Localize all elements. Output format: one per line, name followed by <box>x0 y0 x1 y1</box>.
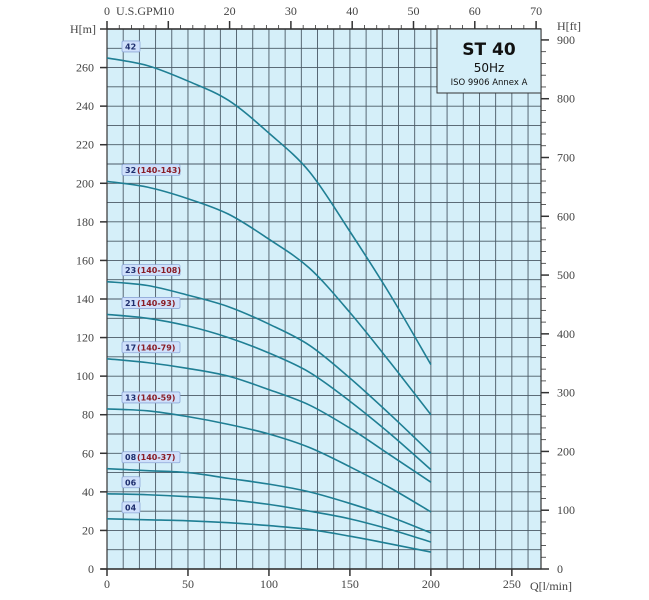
x2-tick-label: 20 <box>224 4 236 18</box>
y-tick-label: 140 <box>76 292 94 306</box>
curve-label-range: (140-59) <box>137 393 175 402</box>
curve-label-06: 06 <box>121 476 141 489</box>
y-tick-label: 180 <box>76 215 94 229</box>
curve-04 <box>106 518 432 553</box>
x2-tick-label: 50 <box>407 4 419 18</box>
y-tick-label: 120 <box>76 331 94 345</box>
curve-label-model: 21 <box>125 299 137 308</box>
curve-23 <box>106 280 432 454</box>
x-tick-label: 0 <box>104 577 110 591</box>
chart-subtitle: 50Hz <box>474 61 505 75</box>
y-tick-label: 220 <box>76 138 94 152</box>
x2-tick-label: 30 <box>285 4 297 18</box>
curve-13 <box>106 408 432 513</box>
curve-06 <box>106 492 432 543</box>
y-tick-label: 100 <box>76 369 94 383</box>
y2-tick-label: 200 <box>557 444 575 458</box>
curve-label-13: 13 (140-59) <box>121 391 181 404</box>
curve-label-box <box>121 40 141 53</box>
y2-tick-label: 900 <box>557 33 575 47</box>
y-tick-label: 0 <box>88 562 94 576</box>
curve-label-model: 42 <box>125 42 136 51</box>
y2-tick-label: 700 <box>557 151 575 165</box>
y2-tick-label: 0 <box>557 562 563 576</box>
y2-tick-label: 100 <box>557 503 575 517</box>
y-tick-label: 260 <box>76 61 94 75</box>
x-axis-label: Q[l/min] <box>530 579 572 593</box>
curve-label-box <box>121 163 181 176</box>
curve-17 <box>106 357 432 483</box>
y-tick-label: 240 <box>76 99 94 113</box>
curve-label-box <box>121 451 181 464</box>
y-axis-label: H[m] <box>70 22 96 36</box>
x-tick-label: 250 <box>503 577 521 591</box>
y2-tick-label: 600 <box>557 209 575 223</box>
x-tick-label: 100 <box>260 577 278 591</box>
curve-21 <box>106 313 432 471</box>
y-tick-label: 60 <box>82 446 94 460</box>
curve-label-box <box>121 341 181 354</box>
curve-label-box <box>121 476 141 489</box>
curve-label-17: 17 (140-79) <box>121 341 181 354</box>
curve-label-range: (140-93) <box>137 299 175 308</box>
curve-label-08: 08 (140-37) <box>121 451 181 464</box>
curve-label-04: 04 <box>121 501 141 514</box>
x2-tick-label: 0 <box>104 4 110 18</box>
curve-label-23: 23 (140-108) <box>121 264 181 277</box>
x2-tick-label: 60 <box>469 4 481 18</box>
y2-tick-label: 500 <box>557 268 575 282</box>
curve-label-range: (140-79) <box>137 343 175 352</box>
curve-label-model: 13 <box>125 393 136 402</box>
curve-label-range: (140-143) <box>137 166 181 175</box>
curve-label-model: 32 <box>125 166 136 175</box>
curve-label-32: 32 (140-143) <box>121 163 181 176</box>
y2-tick-label: 400 <box>557 327 575 341</box>
curve-label-model: 08 <box>125 453 137 462</box>
curve-label-model: 23 <box>125 266 136 275</box>
y-tick-label: 20 <box>82 523 94 537</box>
curve-label-42: 42 <box>121 40 141 53</box>
y-tick-label: 80 <box>82 408 94 422</box>
curve-label-box <box>121 297 181 309</box>
curve-label-model: 04 <box>125 503 137 512</box>
curve-42 <box>106 57 432 365</box>
chart-standard: ISO 9906 Annex A <box>451 78 528 88</box>
curve-label-range: (140-37) <box>137 453 175 462</box>
y-tick-label: 40 <box>82 485 94 499</box>
y2-tick-label: 300 <box>557 386 575 400</box>
curve-label-21: 21 (140-93) <box>121 297 181 309</box>
curve-08 <box>106 467 432 534</box>
title-box: ST 40 50Hz ISO 9906 Annex A <box>436 28 542 94</box>
x2-tick-label: 10 <box>162 4 174 18</box>
curve-label-range: (140-108) <box>137 266 181 275</box>
x2-tick-label: 40 <box>346 4 358 18</box>
x2-axis-label: U.S.GPM <box>116 4 164 18</box>
x-tick-label: 150 <box>341 577 359 591</box>
curve-32 <box>106 180 432 416</box>
curve-label-box <box>121 391 181 404</box>
chart-title: ST 40 <box>462 40 516 60</box>
curve-label-model: 17 <box>125 343 136 352</box>
curve-label-box <box>121 264 181 277</box>
y-tick-label: 200 <box>76 176 94 190</box>
y2-tick-label: 800 <box>557 92 575 106</box>
curve-label-box <box>121 501 141 514</box>
y2-axis-label: H[ft] <box>557 19 581 33</box>
x2-tick-label: 70 <box>530 4 542 18</box>
curve-label-model: 06 <box>125 478 137 487</box>
x-tick-label: 50 <box>182 577 194 591</box>
y-tick-label: 160 <box>76 253 94 267</box>
x-tick-label: 200 <box>422 577 440 591</box>
